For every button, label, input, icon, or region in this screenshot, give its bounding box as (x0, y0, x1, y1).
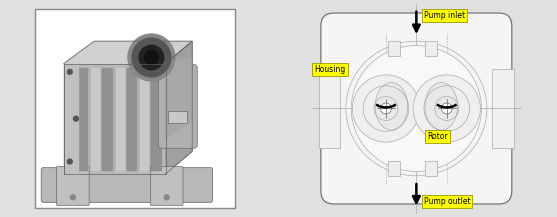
FancyBboxPatch shape (321, 13, 512, 204)
FancyBboxPatch shape (150, 167, 183, 205)
FancyBboxPatch shape (319, 69, 340, 148)
Polygon shape (102, 68, 111, 170)
FancyBboxPatch shape (41, 168, 213, 202)
Circle shape (67, 159, 72, 164)
Circle shape (70, 195, 75, 200)
Text: Pump outlet: Pump outlet (424, 197, 471, 206)
Circle shape (132, 38, 171, 77)
Circle shape (74, 116, 79, 121)
FancyBboxPatch shape (57, 167, 89, 205)
FancyBboxPatch shape (159, 65, 197, 148)
FancyBboxPatch shape (425, 161, 437, 176)
Polygon shape (139, 68, 148, 170)
Polygon shape (78, 68, 87, 170)
Circle shape (67, 69, 72, 74)
Polygon shape (63, 41, 192, 64)
Polygon shape (63, 64, 165, 174)
FancyBboxPatch shape (35, 8, 235, 209)
Ellipse shape (351, 46, 481, 171)
Text: Pump inlet: Pump inlet (424, 11, 465, 20)
Polygon shape (165, 41, 192, 174)
Circle shape (144, 50, 159, 65)
FancyBboxPatch shape (388, 161, 400, 176)
FancyBboxPatch shape (425, 41, 437, 56)
Text: Housing: Housing (314, 65, 345, 74)
FancyBboxPatch shape (168, 111, 188, 123)
Polygon shape (90, 68, 99, 170)
Circle shape (353, 75, 419, 142)
Circle shape (128, 34, 175, 81)
Polygon shape (115, 68, 124, 170)
Circle shape (413, 75, 480, 142)
FancyBboxPatch shape (388, 41, 400, 56)
Circle shape (164, 195, 169, 200)
Polygon shape (63, 64, 78, 174)
Polygon shape (127, 68, 136, 170)
Text: Rotor: Rotor (427, 132, 448, 141)
Polygon shape (152, 68, 160, 170)
FancyBboxPatch shape (492, 69, 514, 148)
Circle shape (441, 103, 452, 114)
Ellipse shape (425, 82, 458, 130)
Circle shape (380, 103, 392, 114)
Polygon shape (165, 58, 192, 139)
Ellipse shape (375, 82, 408, 130)
Circle shape (139, 45, 164, 70)
